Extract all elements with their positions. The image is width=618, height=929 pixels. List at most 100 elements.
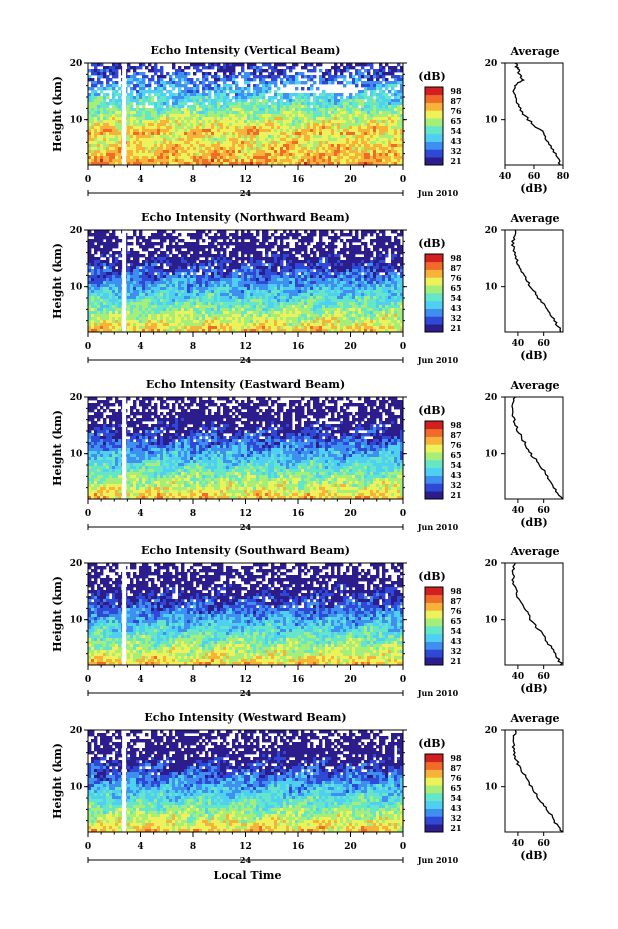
heatmap-cell (283, 129, 287, 133)
heatmap-cell (352, 141, 356, 145)
heatmap-cell (307, 129, 311, 133)
heatmap-cell (358, 108, 362, 112)
heatmap-cell (310, 162, 314, 166)
heatmap-cell (235, 120, 239, 124)
heatmap-cell (142, 263, 146, 267)
heatmap-cell (100, 260, 104, 264)
heatmap-cell (274, 132, 278, 136)
heatmap-cell (139, 129, 143, 133)
heatmap-cell (235, 147, 239, 151)
heatmap-cell (376, 81, 380, 85)
heatmap-cell (247, 114, 251, 118)
heatmap-cell (208, 287, 212, 291)
heatmap-cell (88, 141, 92, 145)
heatmap-cell (127, 96, 131, 100)
heatmap-cell (289, 132, 293, 136)
heatmap-cell (112, 269, 116, 273)
heatmap-cell (361, 72, 365, 76)
heatmap-cell (355, 120, 359, 124)
heatmap-cell (118, 126, 122, 130)
heatmap-cell (235, 236, 239, 240)
heatmap-cell (160, 111, 164, 115)
heatmap-cell (184, 78, 188, 82)
heatmap-cell (322, 72, 326, 76)
heatmap-cell (151, 99, 155, 103)
heatmap-cell (244, 72, 248, 76)
heatmap-cell (214, 162, 218, 166)
heatmap-cell (259, 263, 263, 267)
heatmap-cell (271, 242, 275, 246)
heatmap-cell (133, 159, 137, 163)
heatmap-cell (313, 272, 317, 276)
heatmap-cell (310, 150, 314, 154)
heatmap-cell (181, 135, 185, 139)
heatmap-cell (349, 132, 353, 136)
heatmap-cell (262, 78, 266, 82)
heatmap-cell (229, 108, 233, 112)
colorbar-segment (425, 118, 443, 127)
heatmap-cell (151, 290, 155, 294)
heatmap-cell (337, 159, 341, 163)
heatmap-cell (253, 147, 257, 151)
heatmap-cell (295, 245, 299, 249)
heatmap-cell (250, 284, 254, 288)
heatmap-cell (223, 117, 227, 121)
heatmap-cell (100, 236, 104, 240)
heatmap-cell (241, 239, 245, 243)
heatmap-cell (307, 111, 311, 115)
heatmap-cell (379, 117, 383, 121)
heatmap-cell (277, 281, 281, 285)
heatmap-cell (247, 230, 251, 234)
heatmap-cell (334, 162, 338, 166)
heatmap-cell (151, 260, 155, 264)
heatmap-cell (235, 275, 239, 279)
heatmap-cell (346, 269, 350, 273)
heatmap-cell (280, 239, 284, 243)
heatmap-cell (316, 129, 320, 133)
heatmap-cell (118, 123, 122, 127)
heatmap-cell (367, 159, 371, 163)
heatmap-cell (145, 129, 149, 133)
heatmap-cell (349, 260, 353, 264)
heatmap-cell (160, 135, 164, 139)
heatmap-cell (334, 63, 338, 67)
heatmap-cell (103, 123, 107, 127)
heatmap-cell (187, 81, 191, 85)
heatmap-cell (238, 72, 242, 76)
heatmap-cell (259, 266, 263, 270)
heatmap-cell (340, 96, 344, 100)
heatmap-cell (376, 117, 380, 121)
heatmap-cell (154, 81, 158, 85)
heatmap-cell (139, 150, 143, 154)
heatmap-cell (340, 126, 344, 130)
heatmap-cell (127, 266, 131, 270)
heatmap-cell (286, 275, 290, 279)
heatmap-cell (136, 144, 140, 148)
heatmap-cell (286, 66, 290, 70)
heatmap-cell (193, 257, 197, 261)
heatmap-cell (286, 132, 290, 136)
heatmap-cell (346, 162, 350, 166)
heatmap-cell (145, 123, 149, 127)
heatmap-cell (145, 242, 149, 246)
heatmap-cell (202, 281, 206, 285)
heatmap-cell (328, 123, 332, 127)
heatmap-cell (217, 78, 221, 82)
heatmap-cell (130, 147, 134, 151)
heatmap-cell (223, 108, 227, 112)
heatmap-cell (337, 132, 341, 136)
heatmap-cell (349, 284, 353, 288)
heatmap-cell (130, 66, 134, 70)
heatmap-cell (355, 150, 359, 154)
heatmap-cell (172, 257, 176, 261)
heatmap-cell (388, 105, 392, 109)
heatmap-cell (274, 162, 278, 166)
heatmap-cell (130, 75, 134, 79)
heatmap-cell (130, 144, 134, 148)
heatmap-cell (304, 153, 308, 157)
heatmap-cell (169, 284, 173, 288)
heatmap-cell (295, 248, 299, 252)
heatmap-cell (178, 278, 182, 282)
heatmap-cell (358, 144, 362, 148)
heatmap-cell (388, 66, 392, 70)
